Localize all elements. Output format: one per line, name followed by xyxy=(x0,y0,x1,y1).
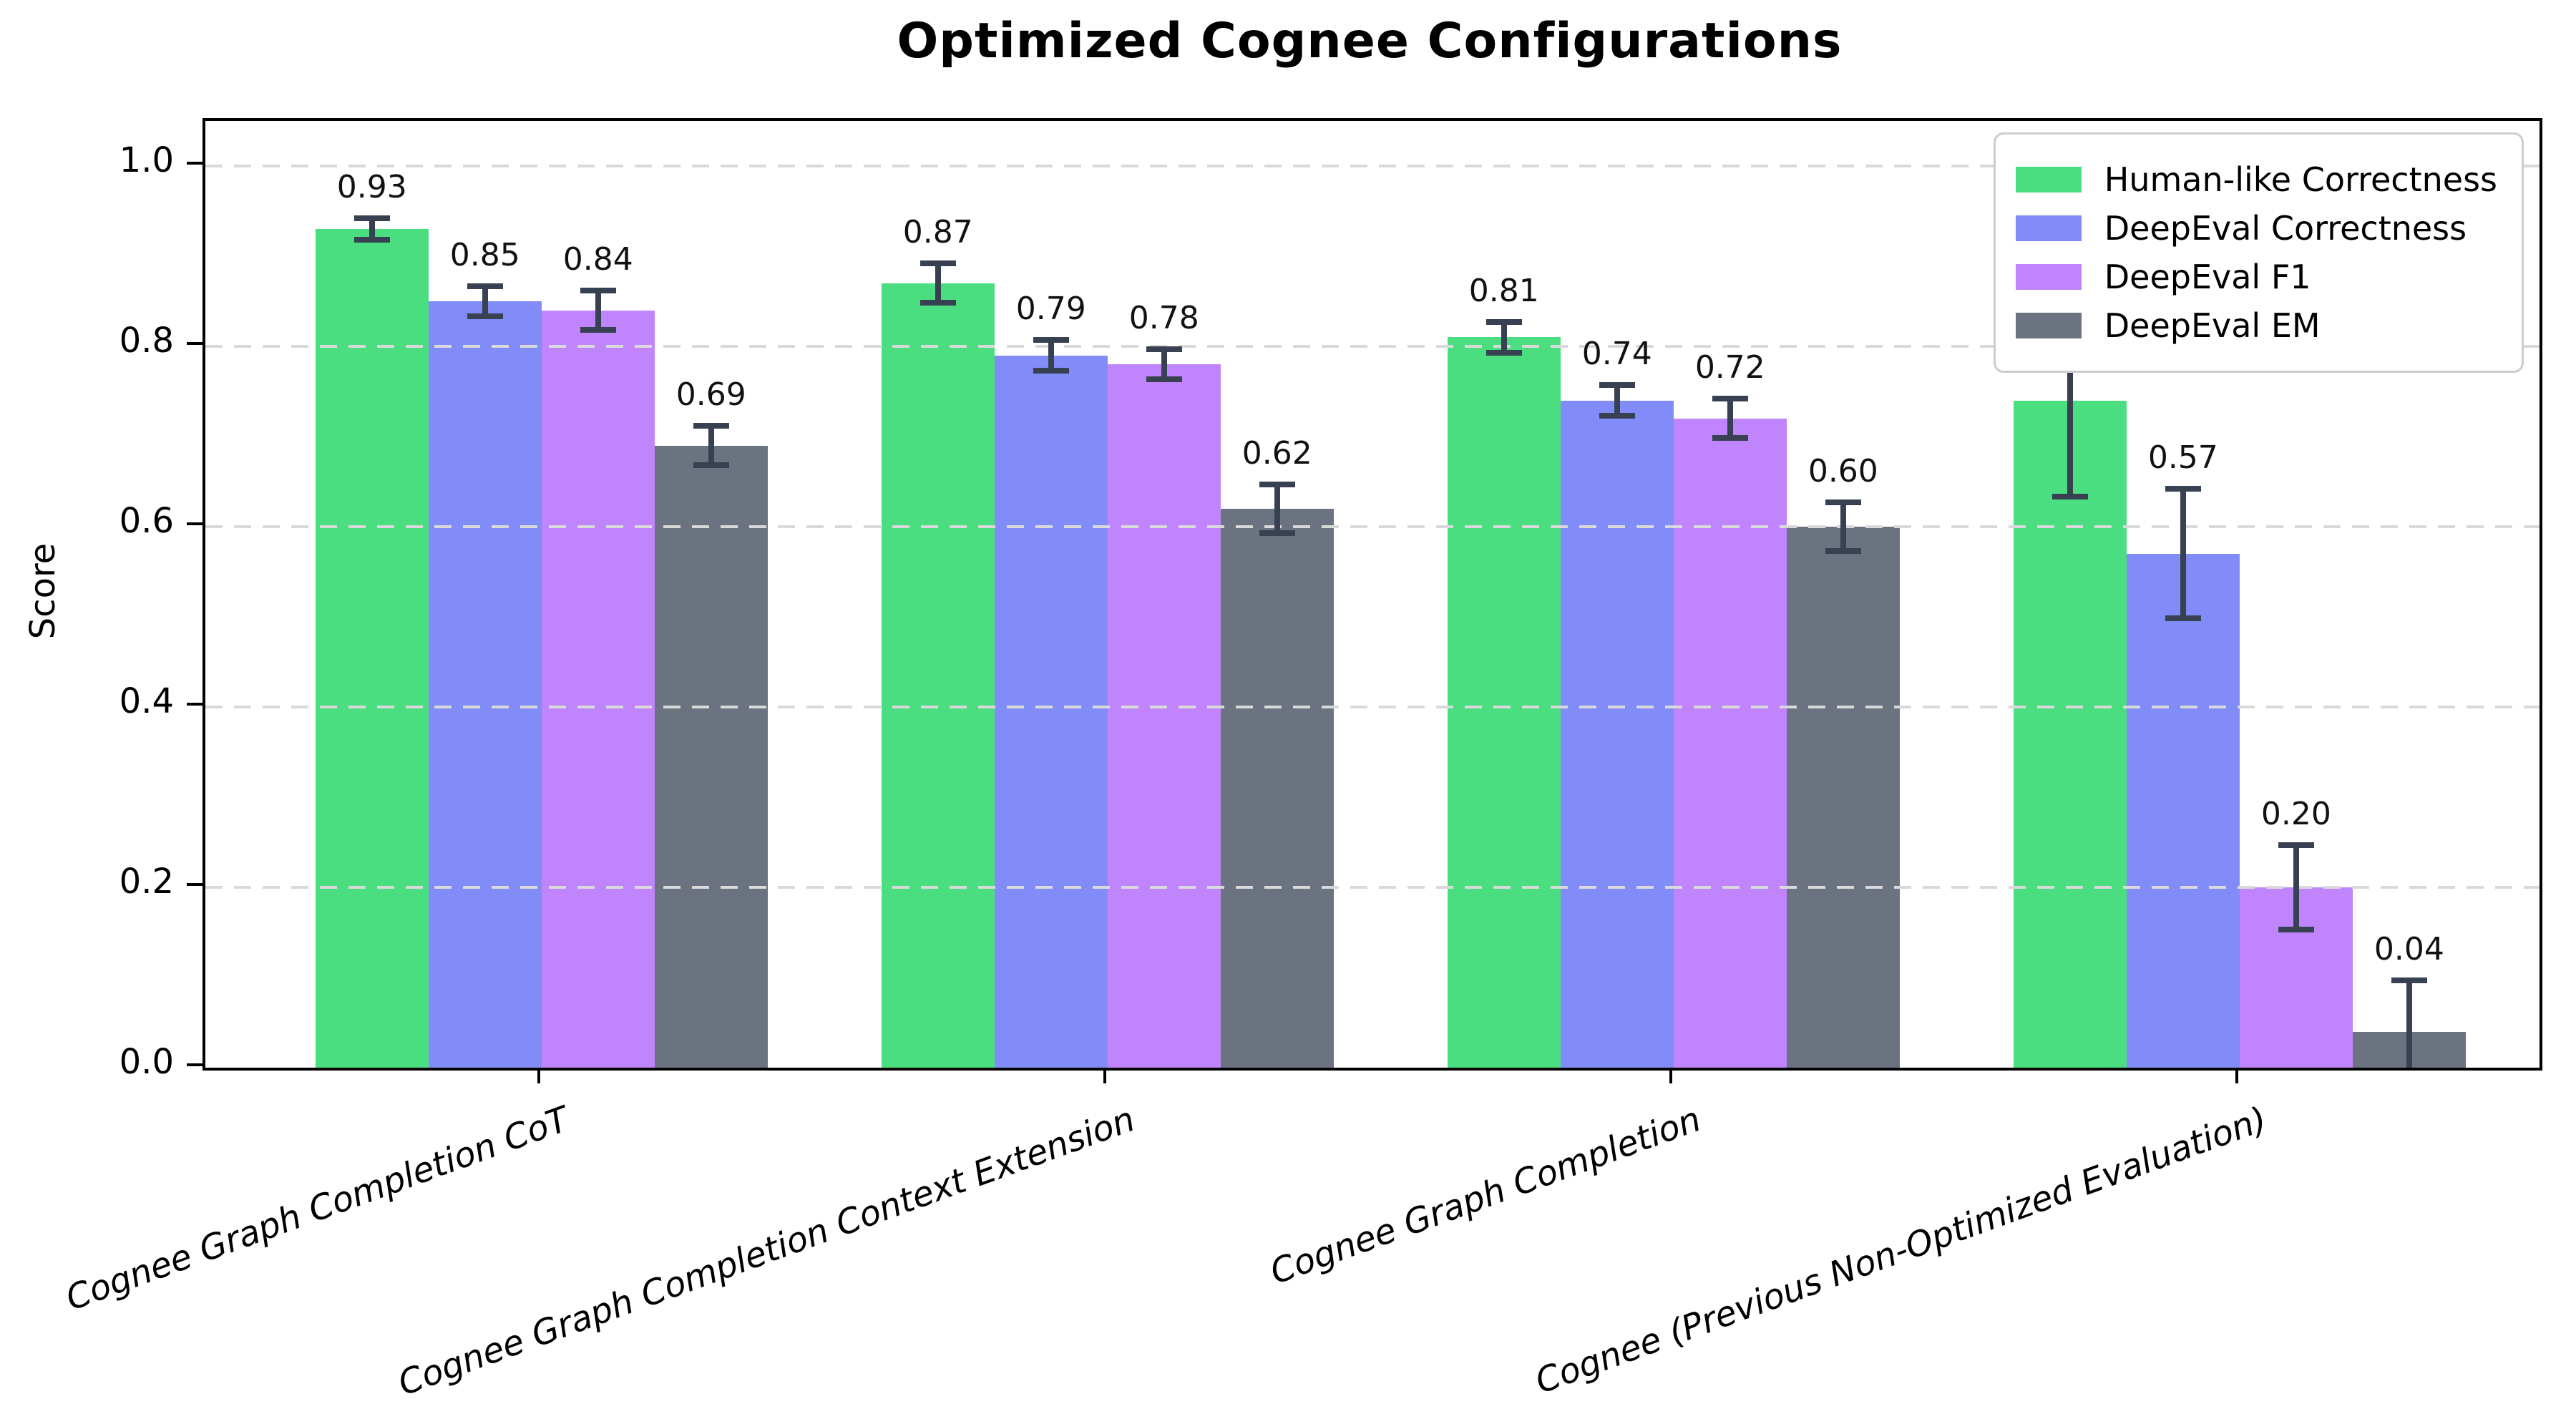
y-gridline xyxy=(205,886,2540,889)
error-bar xyxy=(1712,396,1748,442)
bar-value-label: 0.79 xyxy=(1015,291,1086,328)
bar-value-label: 0.84 xyxy=(562,241,633,278)
bar xyxy=(1107,364,1221,1068)
y-tick-mark xyxy=(187,342,203,345)
y-gridline xyxy=(205,165,2540,167)
y-tick-mark xyxy=(187,522,203,525)
error-bar xyxy=(353,215,390,243)
legend-swatch xyxy=(2015,167,2082,192)
bar xyxy=(1786,527,1900,1068)
x-tick-mark xyxy=(537,1068,540,1083)
bar xyxy=(541,310,655,1068)
bar xyxy=(1220,508,1334,1068)
y-tick-label: 0.6 xyxy=(119,501,174,541)
legend-label: DeepEval EM xyxy=(2104,306,2321,345)
bar-value-label: 0.60 xyxy=(1807,453,1878,490)
bar xyxy=(654,445,768,1068)
bar-value-label: 0.74 xyxy=(1581,336,1652,373)
legend-item: Human-like Correctness xyxy=(2015,160,2497,199)
bar xyxy=(881,283,995,1068)
bar-value-label: 0.62 xyxy=(1241,435,1312,472)
error-bar xyxy=(1485,319,1522,356)
y-tick-label: 0.4 xyxy=(119,681,174,721)
error-bar xyxy=(1599,382,1635,419)
error-bar xyxy=(2391,978,2427,1068)
x-tick-mark xyxy=(2235,1068,2238,1083)
error-bar xyxy=(2278,842,2314,932)
x-tick-label: Cognee Graph Completion xyxy=(1264,1099,1706,1292)
bar-value-label: 0.87 xyxy=(902,214,973,251)
legend-swatch xyxy=(2015,313,2082,338)
legend-label: Human-like Correctness xyxy=(2104,160,2497,199)
y-tick-label: 0.0 xyxy=(119,1042,174,1082)
y-tick-label: 0.2 xyxy=(119,862,174,902)
plot-area: Human-like Correctness DeepEval Correctne… xyxy=(203,118,2542,1071)
legend-label: DeepEval F1 xyxy=(2104,258,2311,296)
y-gridline xyxy=(205,525,2540,528)
y-gridline xyxy=(205,706,2540,708)
bar xyxy=(428,301,542,1068)
error-bar xyxy=(693,423,729,469)
error-bar xyxy=(467,283,503,320)
legend-label: DeepEval Correctness xyxy=(2104,209,2467,248)
y-axis-label: Score xyxy=(23,542,63,640)
y-gridline xyxy=(205,345,2540,348)
y-tick-mark xyxy=(187,162,203,165)
bar-value-label: 0.81 xyxy=(1468,273,1539,310)
bar-value-label: 0.72 xyxy=(1694,349,1765,386)
bar xyxy=(2013,400,2127,1068)
y-tick-label: 1.0 xyxy=(119,140,174,180)
legend-item: DeepEval Correctness xyxy=(2015,209,2497,248)
bar-value-label: 0.78 xyxy=(1128,300,1199,336)
bar xyxy=(2126,553,2240,1068)
error-bar xyxy=(580,288,616,333)
error-bar xyxy=(2165,486,2201,622)
bar xyxy=(1560,400,1674,1068)
error-bar xyxy=(919,260,956,306)
error-bar xyxy=(1033,337,1069,374)
y-tick-mark xyxy=(187,883,203,886)
bar-value-label: 0.69 xyxy=(675,376,746,414)
bar xyxy=(1447,337,1561,1068)
bar-value-label: 0.04 xyxy=(2373,931,2444,967)
y-tick-label: 0.8 xyxy=(119,321,174,361)
y-tick-mark xyxy=(187,1063,203,1066)
bar xyxy=(1673,418,1787,1068)
bar-value-label: 0.93 xyxy=(336,169,407,206)
error-bar xyxy=(1146,346,1182,383)
bar xyxy=(994,355,1108,1068)
error-bar xyxy=(1259,482,1295,536)
legend-item: DeepEval F1 xyxy=(2015,258,2497,296)
bar-value-label: 0.20 xyxy=(2260,796,2331,832)
legend-swatch xyxy=(2015,264,2082,290)
x-tick-mark xyxy=(1669,1068,1672,1083)
x-tick-label: Cognee Graph Completion CoT xyxy=(60,1099,574,1319)
bar-chart-figure: Optimized Cognee Configurations Score Hu… xyxy=(23,13,2542,1404)
bar xyxy=(315,229,429,1068)
x-tick-mark xyxy=(1103,1068,1106,1083)
legend-item: DeepEval EM xyxy=(2015,306,2497,345)
legend: Human-like Correctness DeepEval Correctne… xyxy=(1993,132,2524,373)
bar-value-label: 0.85 xyxy=(449,236,520,273)
chart-title: Optimized Cognee Configurations xyxy=(897,13,1843,69)
error-bar xyxy=(1825,499,1861,554)
legend-swatch xyxy=(2015,215,2082,241)
bar-value-label: 0.57 xyxy=(2147,439,2218,477)
y-tick-mark xyxy=(187,703,203,706)
